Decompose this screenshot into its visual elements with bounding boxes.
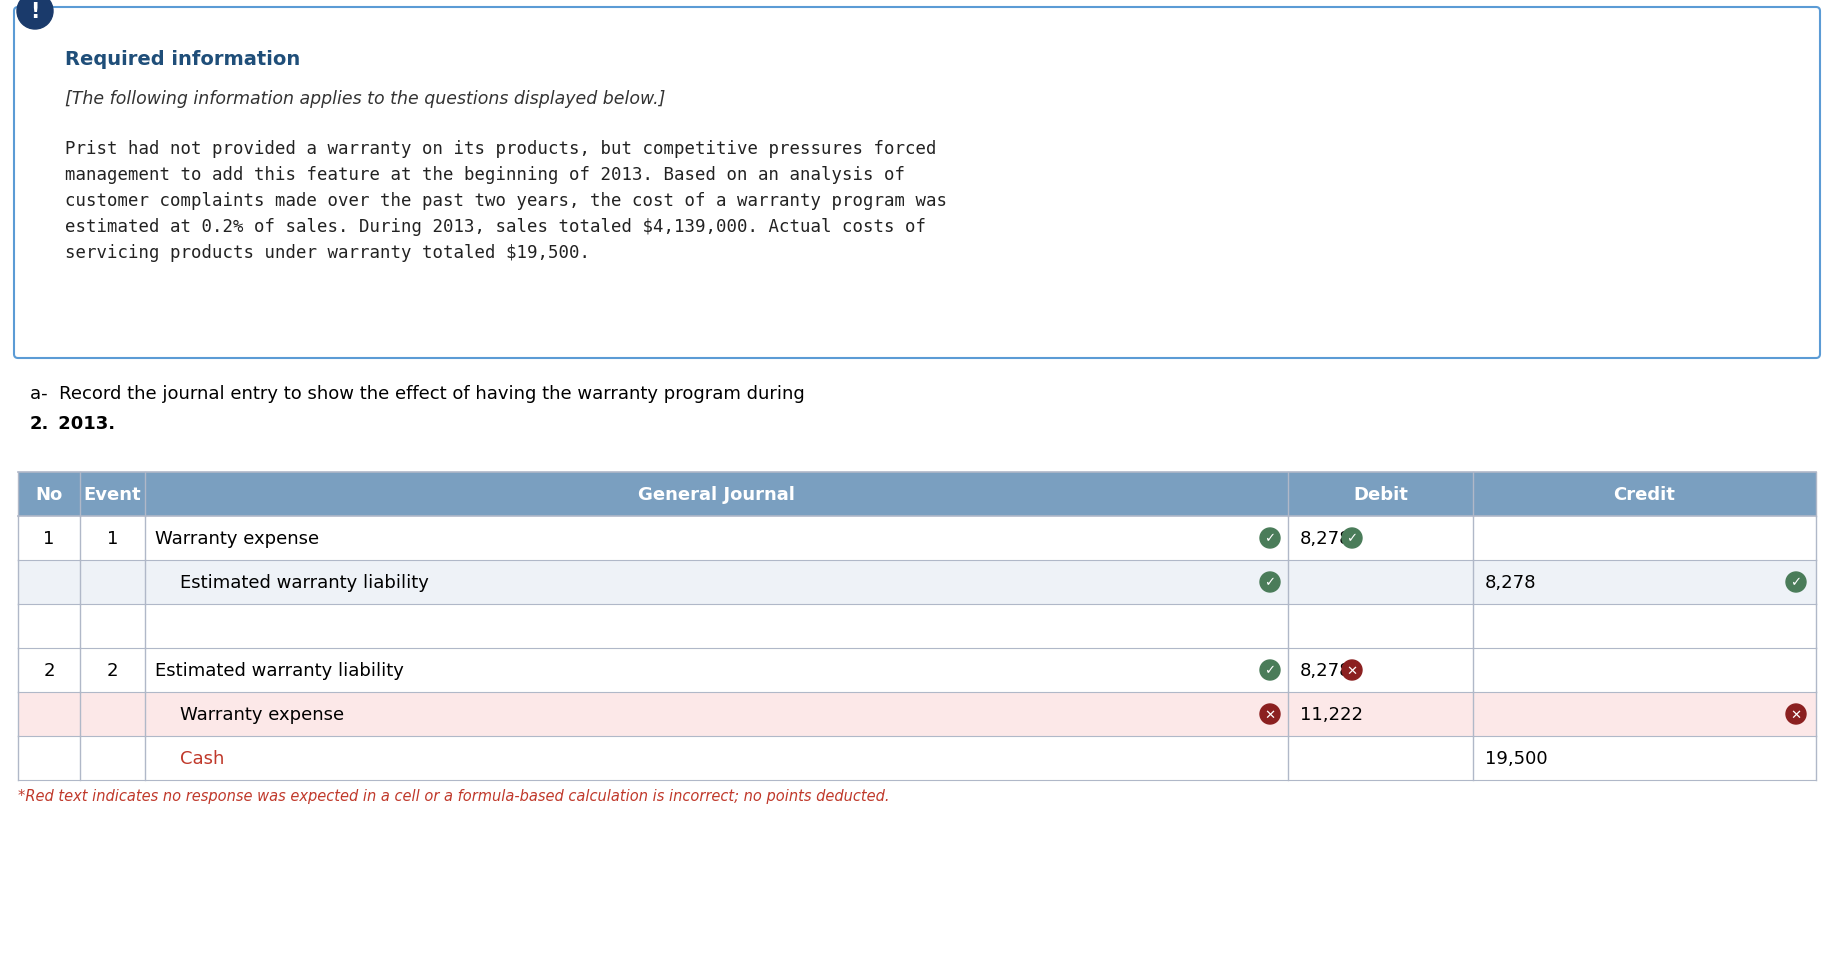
Text: 19,500: 19,500	[1486, 749, 1548, 767]
Circle shape	[17, 0, 53, 30]
Text: Estimated warranty liability: Estimated warranty liability	[180, 574, 429, 592]
Circle shape	[1342, 660, 1363, 680]
Text: Prist had not provided a warranty on its products, but competitive pressures for: Prist had not provided a warranty on its…	[64, 140, 937, 158]
Text: ✓: ✓	[1264, 532, 1276, 545]
Text: a-  Record the journal entry to show the effect of having the warranty program d: a- Record the journal entry to show the …	[29, 385, 805, 402]
Text: 2: 2	[44, 661, 55, 679]
FancyBboxPatch shape	[18, 604, 1816, 648]
Circle shape	[1260, 660, 1280, 680]
FancyBboxPatch shape	[18, 560, 1816, 604]
Text: 11,222: 11,222	[1300, 705, 1363, 723]
Text: Credit: Credit	[1614, 485, 1676, 503]
Circle shape	[1786, 704, 1806, 724]
Text: 2: 2	[106, 661, 117, 679]
Text: 8,278: 8,278	[1486, 574, 1537, 592]
FancyBboxPatch shape	[18, 517, 1816, 560]
Text: Event: Event	[84, 485, 141, 503]
Circle shape	[1786, 573, 1806, 593]
Text: [The following information applies to the questions displayed below.]: [The following information applies to th…	[64, 90, 666, 108]
Text: ✕: ✕	[1790, 708, 1801, 720]
Text: ✓: ✓	[1346, 532, 1357, 545]
Text: customer complaints made over the past two years, the cost of a warranty program: customer complaints made over the past t…	[64, 192, 946, 210]
Text: 2013.: 2013.	[51, 415, 116, 433]
FancyBboxPatch shape	[15, 8, 1819, 358]
Text: ✓: ✓	[1790, 576, 1801, 589]
Text: management to add this feature at the beginning of 2013. Based on an analysis of: management to add this feature at the be…	[64, 166, 904, 184]
Text: ✓: ✓	[1264, 664, 1276, 677]
Text: No: No	[35, 485, 62, 503]
Text: Warranty expense: Warranty expense	[180, 705, 345, 723]
Text: Estimated warranty liability: Estimated warranty liability	[156, 661, 403, 679]
Circle shape	[1342, 529, 1363, 548]
Text: Debit: Debit	[1353, 485, 1409, 503]
FancyBboxPatch shape	[18, 648, 1816, 692]
Text: ✕: ✕	[1346, 664, 1357, 677]
FancyBboxPatch shape	[18, 692, 1816, 737]
Text: Cash: Cash	[180, 749, 224, 767]
FancyBboxPatch shape	[18, 737, 1816, 781]
Text: !: !	[31, 2, 40, 22]
Text: 2.: 2.	[29, 415, 50, 433]
Circle shape	[1260, 704, 1280, 724]
Text: servicing products under warranty totaled $19,500.: servicing products under warranty totale…	[64, 244, 591, 262]
Circle shape	[1260, 573, 1280, 593]
Text: ✓: ✓	[1264, 576, 1276, 589]
Text: estimated at 0.2% of sales. During 2013, sales totaled $4,139,000. Actual costs : estimated at 0.2% of sales. During 2013,…	[64, 218, 926, 235]
Text: Warranty expense: Warranty expense	[156, 530, 319, 547]
Text: ✕: ✕	[1264, 708, 1276, 720]
Text: 8,278: 8,278	[1300, 530, 1352, 547]
Circle shape	[1260, 529, 1280, 548]
Text: 8,278: 8,278	[1300, 661, 1352, 679]
Text: Required information: Required information	[64, 50, 301, 69]
Text: 1: 1	[106, 530, 117, 547]
Text: General Journal: General Journal	[638, 485, 794, 503]
Text: *Red text indicates no response was expected in a cell or a formula-based calcul: *Red text indicates no response was expe…	[18, 788, 889, 803]
Text: 1: 1	[44, 530, 55, 547]
FancyBboxPatch shape	[18, 473, 1816, 517]
